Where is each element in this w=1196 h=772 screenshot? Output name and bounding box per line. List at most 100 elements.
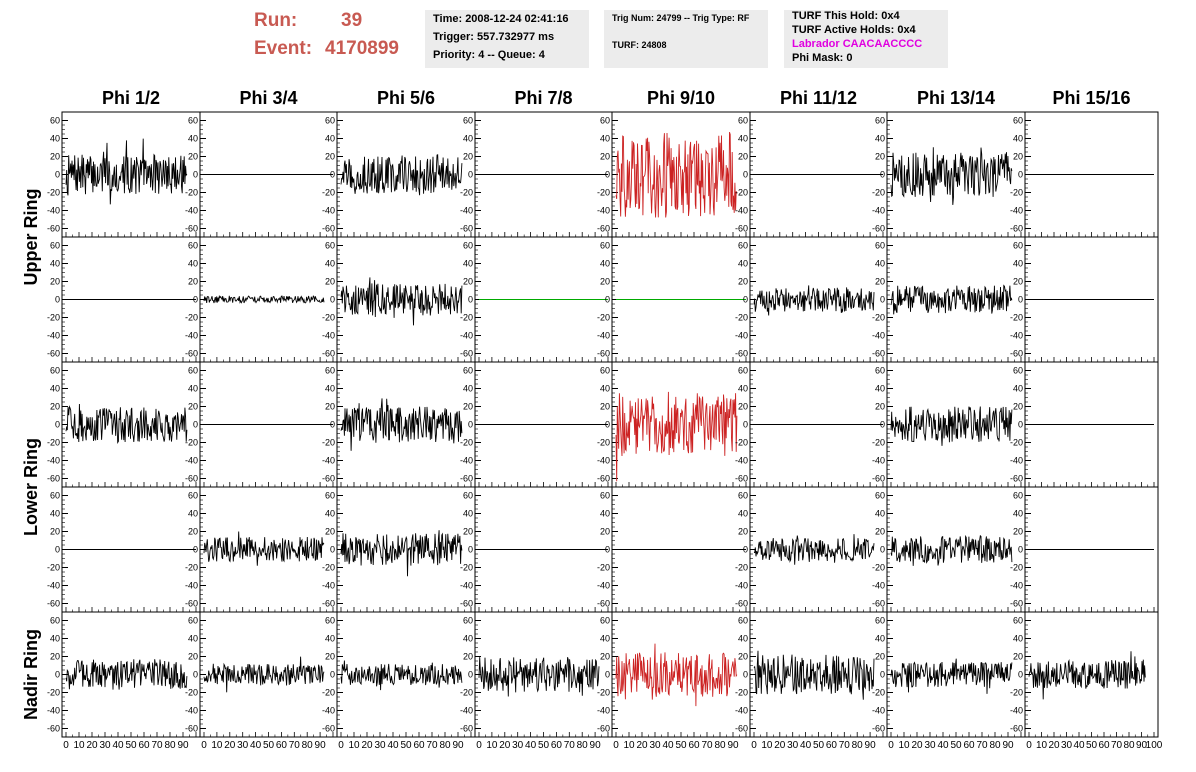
x-tick-label: 70 [564, 740, 576, 751]
y-tick-label: -60 [872, 724, 885, 734]
x-tick-label: 50 [263, 740, 275, 751]
y-tick-label: 40 [463, 259, 473, 269]
y-tick-label: 60 [738, 366, 748, 376]
waveform-trace [890, 534, 1013, 566]
event-label: Event: [254, 38, 313, 59]
y-tick-label: 0 [880, 295, 885, 305]
x-tick-label: 40 [800, 740, 812, 751]
x-tick-label: 0 [888, 740, 894, 751]
y-tick-label: -60 [597, 224, 610, 234]
column-header: Phi 15/16 [1052, 88, 1130, 108]
turf-this-hold-text: TURF This Hold: 0x4 [792, 10, 900, 22]
waveform-trace [478, 657, 600, 697]
x-tick-label: 40 [112, 740, 124, 751]
x-tick-label: 90 [177, 740, 189, 751]
y-tick-label: -20 [872, 438, 885, 448]
x-tick-label: 60 [551, 740, 563, 751]
y-tick-label: 20 [463, 277, 473, 287]
x-tick-label: 70 [289, 740, 301, 751]
y-tick-label: -20 [1010, 563, 1023, 573]
y-tick-label: -60 [735, 474, 748, 484]
y-tick-label: 20 [875, 152, 885, 162]
ring-label: Nadir Ring [21, 629, 41, 720]
y-tick-label: -20 [735, 688, 748, 698]
y-tick-label: 40 [1013, 384, 1023, 394]
time-info-box: Time: 2008-12-24 02:41:16 Trigger: 557.7… [425, 10, 589, 68]
y-tick-label: -20 [460, 438, 473, 448]
y-tick-label: 60 [1013, 491, 1023, 501]
trigger-text: Trigger: 557.732977 ms [433, 31, 555, 43]
x-tick-label: 60 [963, 740, 975, 751]
y-tick-label: 0 [743, 545, 748, 555]
x-tick-label: 10 [898, 740, 910, 751]
y-tick-label: -40 [735, 206, 748, 216]
x-tick-label: 40 [1073, 740, 1085, 751]
y-tick-label: 40 [325, 259, 335, 269]
y-tick-label: 40 [50, 634, 60, 644]
y-tick-label: 60 [50, 616, 60, 626]
y-tick-label: 60 [1013, 116, 1023, 126]
y-tick-label: 40 [325, 634, 335, 644]
x-tick-label: 50 [125, 740, 137, 751]
x-tick-label: 70 [151, 740, 163, 751]
x-tick-label: 80 [1123, 740, 1135, 751]
y-tick-label: -20 [597, 313, 610, 323]
y-tick-label: -20 [47, 313, 60, 323]
turf-active-holds-text: TURF Active Holds: 0x4 [792, 24, 916, 36]
y-tick-label: -20 [322, 188, 335, 198]
y-tick-label: -40 [185, 581, 198, 591]
y-tick-label: 60 [600, 241, 610, 251]
y-tick-label: 0 [880, 670, 885, 680]
y-tick-label: 40 [50, 509, 60, 519]
y-tick-label: -60 [185, 224, 198, 234]
y-tick-label: -60 [872, 599, 885, 609]
y-tick-label: -40 [597, 456, 610, 466]
y-tick-label: 40 [50, 134, 60, 144]
y-tick-label: 20 [325, 652, 335, 662]
y-tick-label: 60 [600, 491, 610, 501]
y-tick-label: 60 [463, 116, 473, 126]
y-tick-label: -60 [597, 474, 610, 484]
y-tick-label: 20 [188, 652, 198, 662]
y-tick-label: -40 [735, 706, 748, 716]
y-tick-label: 20 [188, 402, 198, 412]
x-tick-label: 10 [211, 740, 223, 751]
y-tick-label: 0 [605, 670, 610, 680]
trig-num-text: Trig Num: 24799 -- Trig Type: RF [612, 13, 750, 23]
y-tick-label: 0 [55, 420, 60, 430]
x-tick-label: 20 [361, 740, 373, 751]
y-tick-label: 20 [1013, 402, 1023, 412]
x-tick-label: 90 [1002, 740, 1014, 751]
x-tick-label: 60 [826, 740, 838, 751]
y-tick-label: 20 [188, 277, 198, 287]
y-tick-label: 40 [463, 134, 473, 144]
y-tick-label: 60 [50, 116, 60, 126]
waveform-trace [753, 534, 875, 565]
y-tick-label: -40 [1010, 206, 1023, 216]
y-tick-label: 20 [188, 527, 198, 537]
column-header: Phi 3/4 [239, 88, 297, 108]
y-tick-label: -60 [185, 474, 198, 484]
y-tick-label: 40 [738, 134, 748, 144]
y-tick-label: 40 [463, 509, 473, 519]
y-tick-label: -60 [185, 349, 198, 359]
y-tick-label: -40 [185, 331, 198, 341]
y-tick-label: -20 [597, 438, 610, 448]
y-tick-label: 60 [875, 366, 885, 376]
y-tick-label: -40 [47, 706, 60, 716]
y-tick-label: 40 [1013, 509, 1023, 519]
y-tick-label: -40 [185, 456, 198, 466]
y-tick-label: 0 [468, 295, 473, 305]
waveform-trace [203, 294, 325, 304]
y-tick-label: -20 [460, 563, 473, 573]
y-tick-label: 60 [738, 616, 748, 626]
trig-info-box: Trig Num: 24799 -- Trig Type: RF TURF: 2… [604, 10, 768, 68]
y-tick-label: 0 [605, 170, 610, 180]
y-tick-label: 60 [875, 616, 885, 626]
labrador-text: Labrador CAACAACCCC [792, 38, 923, 50]
y-tick-label: -20 [872, 188, 885, 198]
y-tick-label: -20 [460, 688, 473, 698]
x-tick-label: 10 [623, 740, 635, 751]
y-tick-label: 20 [50, 652, 60, 662]
y-tick-label: -40 [322, 456, 335, 466]
